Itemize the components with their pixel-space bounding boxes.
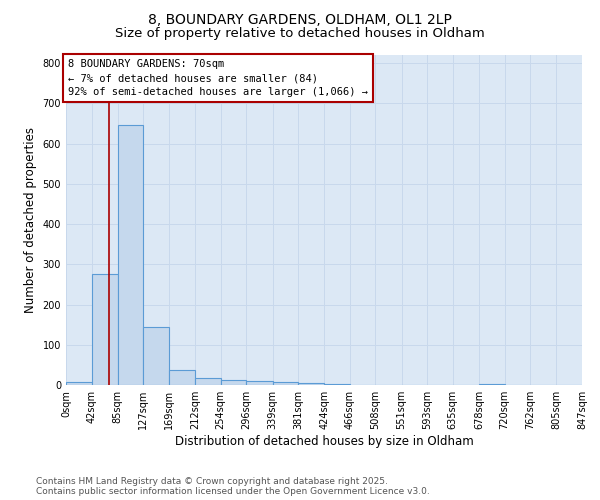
Bar [479,384,505,385]
Bar [298,383,325,385]
Bar [195,378,221,385]
Text: Contains public sector information licensed under the Open Government Licence v3: Contains public sector information licen… [36,487,430,496]
Text: 8, BOUNDARY GARDENS, OLDHAM, OL1 2LP: 8, BOUNDARY GARDENS, OLDHAM, OL1 2LP [148,12,452,26]
X-axis label: Distribution of detached houses by size in Oldham: Distribution of detached houses by size … [175,435,473,448]
Bar [272,382,298,385]
Text: Size of property relative to detached houses in Oldham: Size of property relative to detached ho… [115,28,485,40]
Bar [66,382,92,385]
Bar [221,380,247,385]
Bar [169,370,195,385]
Bar [143,328,169,385]
Bar [247,381,272,385]
Y-axis label: Number of detached properties: Number of detached properties [24,127,37,313]
Bar [118,126,143,385]
Bar [92,274,118,385]
Text: Contains HM Land Registry data © Crown copyright and database right 2025.: Contains HM Land Registry data © Crown c… [36,477,388,486]
Bar [325,384,350,385]
Text: 8 BOUNDARY GARDENS: 70sqm
← 7% of detached houses are smaller (84)
92% of semi-d: 8 BOUNDARY GARDENS: 70sqm ← 7% of detach… [68,59,368,97]
